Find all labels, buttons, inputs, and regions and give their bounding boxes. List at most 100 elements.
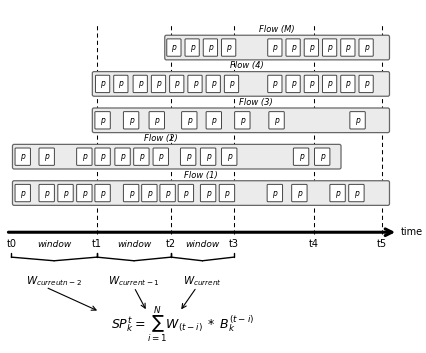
Text: p: p bbox=[364, 43, 368, 52]
Text: p: p bbox=[309, 79, 314, 88]
FancyBboxPatch shape bbox=[200, 184, 216, 202]
Text: Flow (3): Flow (3) bbox=[239, 98, 273, 107]
Text: p: p bbox=[186, 152, 190, 161]
FancyBboxPatch shape bbox=[359, 39, 373, 56]
FancyBboxPatch shape bbox=[92, 72, 389, 96]
Text: p: p bbox=[100, 116, 105, 125]
Text: Flow (2): Flow (2) bbox=[144, 134, 177, 143]
FancyBboxPatch shape bbox=[350, 112, 365, 129]
Text: p: p bbox=[327, 79, 332, 88]
Text: p: p bbox=[291, 43, 296, 52]
FancyBboxPatch shape bbox=[330, 184, 345, 202]
Text: p: p bbox=[309, 43, 314, 52]
Text: p: p bbox=[345, 79, 350, 88]
Text: p: p bbox=[274, 116, 279, 125]
Text: p: p bbox=[138, 79, 143, 88]
Text: p: p bbox=[165, 189, 170, 198]
FancyBboxPatch shape bbox=[124, 184, 139, 202]
Text: p: p bbox=[226, 43, 231, 52]
FancyBboxPatch shape bbox=[15, 184, 30, 202]
Text: p: p bbox=[174, 79, 179, 88]
Text: window: window bbox=[37, 240, 71, 249]
FancyBboxPatch shape bbox=[95, 184, 110, 202]
FancyBboxPatch shape bbox=[39, 148, 55, 165]
FancyBboxPatch shape bbox=[165, 35, 389, 60]
FancyBboxPatch shape bbox=[225, 75, 239, 92]
FancyBboxPatch shape bbox=[149, 112, 164, 129]
FancyBboxPatch shape bbox=[203, 39, 218, 56]
Text: p: p bbox=[100, 152, 105, 161]
FancyBboxPatch shape bbox=[142, 184, 157, 202]
FancyBboxPatch shape bbox=[322, 75, 337, 92]
Text: $W_{current-1}$: $W_{current-1}$ bbox=[108, 274, 160, 288]
Text: p: p bbox=[291, 79, 296, 88]
FancyBboxPatch shape bbox=[77, 184, 92, 202]
FancyBboxPatch shape bbox=[286, 75, 300, 92]
Text: t5: t5 bbox=[377, 239, 387, 249]
Text: Flow (1): Flow (1) bbox=[184, 170, 218, 180]
Text: Flow (M): Flow (M) bbox=[259, 25, 295, 34]
Text: t1: t1 bbox=[92, 239, 102, 249]
Text: p: p bbox=[171, 43, 176, 52]
Text: p: p bbox=[82, 189, 87, 198]
Text: p: p bbox=[190, 43, 195, 52]
FancyBboxPatch shape bbox=[206, 75, 220, 92]
FancyBboxPatch shape bbox=[95, 112, 110, 129]
Text: p: p bbox=[211, 116, 216, 125]
Text: p: p bbox=[272, 43, 277, 52]
FancyBboxPatch shape bbox=[178, 184, 193, 202]
FancyBboxPatch shape bbox=[341, 39, 355, 56]
Text: p: p bbox=[100, 189, 105, 198]
Text: p: p bbox=[82, 152, 87, 161]
Text: p: p bbox=[299, 152, 303, 161]
Text: p: p bbox=[272, 79, 277, 88]
Text: p: p bbox=[100, 79, 105, 88]
Text: t2: t2 bbox=[166, 239, 176, 249]
Text: $W_{curreutn-2}$: $W_{curreutn-2}$ bbox=[26, 274, 82, 288]
FancyBboxPatch shape bbox=[151, 75, 166, 92]
Text: p: p bbox=[206, 189, 210, 198]
Text: p: p bbox=[364, 79, 368, 88]
FancyBboxPatch shape bbox=[222, 148, 237, 165]
Text: p: p bbox=[227, 152, 232, 161]
Text: p: p bbox=[354, 189, 359, 198]
FancyBboxPatch shape bbox=[160, 184, 176, 202]
FancyBboxPatch shape bbox=[359, 75, 373, 92]
FancyBboxPatch shape bbox=[95, 148, 110, 165]
Text: p: p bbox=[297, 189, 302, 198]
FancyBboxPatch shape bbox=[304, 75, 319, 92]
Text: p: p bbox=[139, 152, 144, 161]
FancyBboxPatch shape bbox=[170, 75, 184, 92]
FancyBboxPatch shape bbox=[294, 148, 309, 165]
Text: $W_{current}$: $W_{current}$ bbox=[183, 274, 222, 288]
Text: t3: t3 bbox=[229, 239, 239, 249]
Text: p: p bbox=[208, 43, 213, 52]
Text: p: p bbox=[345, 43, 350, 52]
FancyBboxPatch shape bbox=[114, 75, 128, 92]
Text: window: window bbox=[185, 240, 219, 249]
Text: p: p bbox=[229, 79, 234, 88]
FancyBboxPatch shape bbox=[134, 148, 149, 165]
Text: p: p bbox=[187, 116, 192, 125]
FancyBboxPatch shape bbox=[269, 112, 284, 129]
FancyBboxPatch shape bbox=[181, 148, 196, 165]
FancyBboxPatch shape bbox=[341, 75, 355, 92]
FancyBboxPatch shape bbox=[206, 112, 222, 129]
Text: p: p bbox=[120, 152, 125, 161]
Text: p: p bbox=[63, 189, 68, 198]
FancyBboxPatch shape bbox=[314, 148, 330, 165]
Text: p: p bbox=[240, 116, 245, 125]
Text: p: p bbox=[154, 116, 159, 125]
FancyBboxPatch shape bbox=[188, 75, 202, 92]
FancyBboxPatch shape bbox=[219, 184, 235, 202]
FancyBboxPatch shape bbox=[124, 112, 139, 129]
Text: window: window bbox=[117, 240, 151, 249]
FancyBboxPatch shape bbox=[181, 112, 197, 129]
Text: p: p bbox=[272, 189, 277, 198]
FancyBboxPatch shape bbox=[349, 184, 364, 202]
FancyBboxPatch shape bbox=[58, 184, 73, 202]
Text: p: p bbox=[355, 116, 360, 125]
FancyBboxPatch shape bbox=[77, 148, 92, 165]
FancyBboxPatch shape bbox=[12, 144, 341, 169]
Text: p: p bbox=[118, 79, 123, 88]
